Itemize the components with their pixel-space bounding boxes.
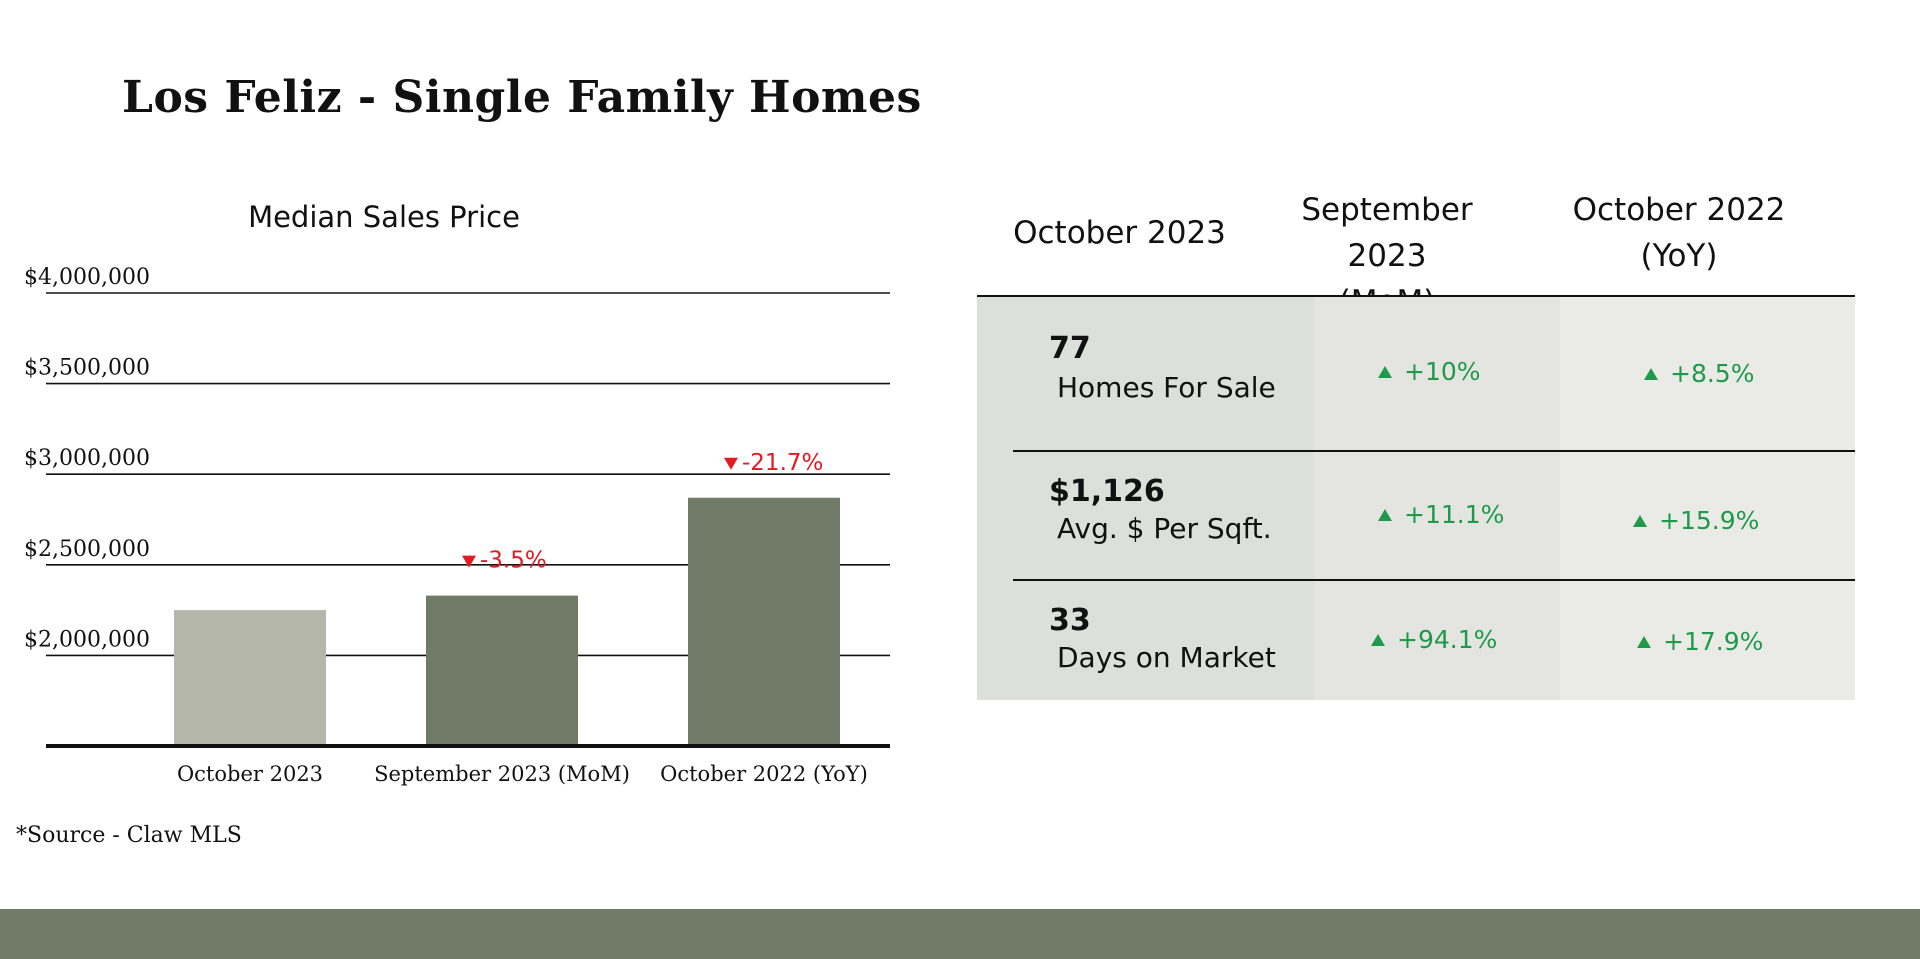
up-triangle-icon: [1637, 636, 1651, 648]
bar: [174, 610, 326, 746]
up-triangle-icon: [1378, 366, 1392, 378]
header-yoy-period: October 2022 (YoY): [1572, 192, 1786, 274]
yoy-change-value: +8.5%: [1670, 359, 1755, 388]
x-tick-label: October 2022 (YoY): [660, 762, 868, 786]
chart-title: Median Sales Price: [248, 200, 520, 234]
page-title: Los Feliz - Single Family Homes: [122, 72, 922, 123]
footer-band: [0, 909, 1920, 959]
mom-change-value: +11.1%: [1404, 500, 1505, 529]
mom-change-value: +94.1%: [1397, 625, 1498, 654]
yoy-change: +17.9%: [1637, 627, 1763, 656]
yoy-change: +15.9%: [1633, 506, 1759, 535]
y-tick-label: $3,500,000: [24, 356, 150, 381]
x-tick-label: September 2023 (MoM): [374, 762, 630, 786]
x-tick-label: October 2023: [177, 762, 323, 786]
change-annotation: -3.5%: [462, 548, 547, 574]
yoy-change-value: +15.9%: [1659, 506, 1760, 535]
column-background-yoy: [1560, 297, 1855, 700]
metric-value: $1,126: [1049, 474, 1165, 509]
up-triangle-icon: [1644, 368, 1658, 380]
yoy-change-value: +17.9%: [1663, 627, 1764, 656]
up-triangle-icon: [1378, 509, 1392, 521]
column-background-mom: [1314, 297, 1560, 700]
metric-label: Homes For Sale: [1057, 371, 1276, 404]
yoy-change: +8.5%: [1644, 359, 1754, 388]
mom-change: +94.1%: [1371, 625, 1497, 654]
down-triangle-icon: [724, 457, 738, 470]
source-note: *Source - Claw MLS: [16, 823, 242, 848]
change-label: -3.5%: [480, 548, 547, 574]
median-sales-price-chart: Median Sales Price $2,000,000 $2,500,000 $…: [24, 200, 890, 786]
y-tick-label: $3,000,000: [24, 446, 150, 471]
metric-value: 77: [1049, 331, 1091, 366]
y-tick-label: $2,500,000: [24, 537, 150, 562]
up-triangle-icon: [1633, 515, 1647, 527]
row-divider: [1013, 450, 1855, 452]
bar: [688, 497, 840, 746]
bar: [426, 595, 578, 746]
down-triangle-icon: [462, 555, 476, 568]
table-row-avg-price-per-sqft: $1,126 Avg. $ Per Sqft. +11.1% +15.9%: [977, 452, 1855, 579]
header-current-period: October 2023: [1013, 215, 1226, 251]
mom-change: +10%: [1378, 357, 1481, 386]
mom-change: +11.1%: [1378, 500, 1504, 529]
up-triangle-icon: [1371, 634, 1385, 646]
change-annotation: -21.7%: [724, 450, 823, 476]
metric-value: 33: [1049, 603, 1091, 638]
stats-table-body: 77 Homes For Sale +10% +8.5% $1,126 Avg.…: [977, 297, 1855, 700]
row-divider: [1013, 579, 1855, 581]
metric-label: Avg. $ Per Sqft.: [1057, 512, 1272, 545]
y-tick-label: $4,000,000: [24, 265, 150, 290]
table-row-homes-for-sale: 77 Homes For Sale +10% +8.5%: [977, 297, 1855, 450]
metric-label: Days on Market: [1057, 641, 1276, 674]
stats-table-header: October 2023 September 2023 (MoM) Octobe…: [977, 180, 1855, 320]
stats-table: October 2023 September 2023 (MoM) Octobe…: [977, 180, 1855, 700]
change-label: -21.7%: [742, 450, 823, 476]
table-row-days-on-market: 33 Days on Market +94.1% +17.9%: [977, 581, 1855, 700]
mom-change-value: +10%: [1404, 357, 1481, 386]
column-background-current: [977, 297, 1314, 700]
y-tick-label: $2,000,000: [24, 627, 150, 652]
